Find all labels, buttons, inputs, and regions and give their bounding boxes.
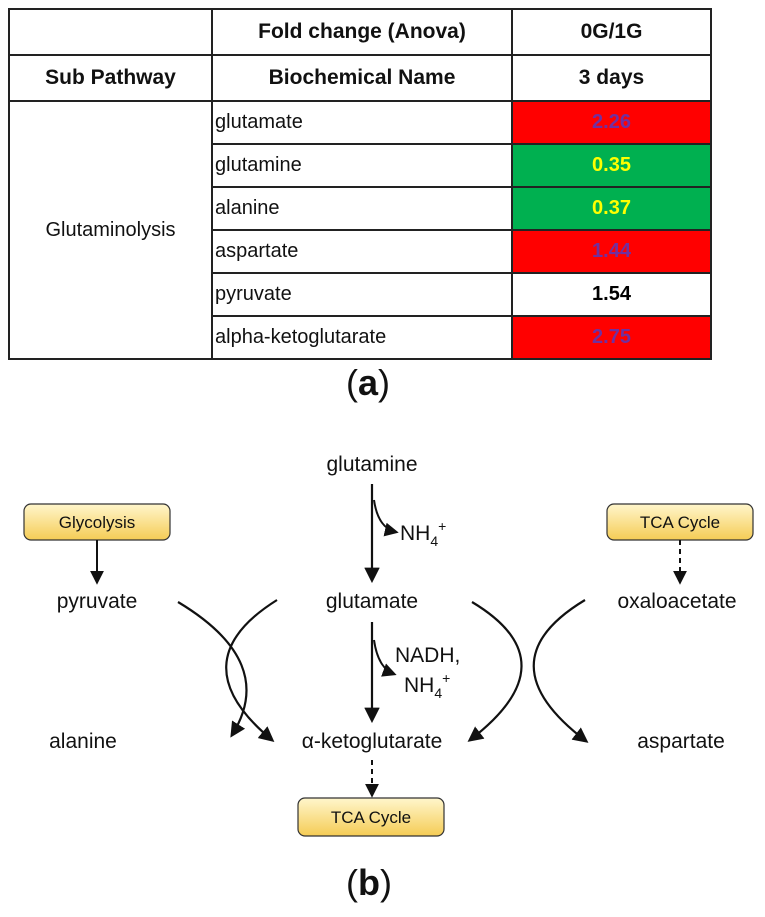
biochemical-name-cell: alanine — [211, 186, 513, 231]
node-pyruvate: pyruvate — [57, 590, 138, 613]
header-sub-pathway: Sub Pathway — [8, 54, 213, 102]
tca-cycle-label-bottom: TCA Cycle — [331, 808, 411, 827]
panel-b-label: (b) — [346, 862, 392, 903]
panel-b-letter: b — [358, 862, 380, 903]
table-row: pyruvate 1.54 — [9, 272, 712, 317]
fold-value-cell: 2.75 — [511, 315, 712, 360]
header-blank — [8, 8, 213, 56]
node-alpha-ketoglutarate: α-ketoglutarate — [302, 730, 443, 753]
table-row: aspartate 1.44 — [9, 229, 712, 274]
glycolysis-label: Glycolysis — [59, 513, 136, 532]
header-ratio: 0G/1G — [511, 8, 712, 56]
fold-value-cell: 0.37 — [511, 186, 712, 231]
header-duration: 3 days — [511, 54, 712, 102]
arrow-release-nh4-1 — [373, 499, 399, 537]
arrow-release-nadh-nh4 — [373, 639, 397, 677]
glutaminolysis-diagram: Glycolysis TCA Cycle TCA Cycle glutamine… — [23, 453, 754, 837]
arrow-glutamate-to-akg-right — [467, 601, 523, 742]
header-biochemical-name: Biochemical Name — [211, 54, 513, 102]
tca-cycle-box-top: TCA Cycle — [606, 503, 754, 541]
nh4-2-sup: + — [442, 670, 450, 686]
biochemical-name-cell: glutamine — [211, 143, 513, 188]
node-glutamine: glutamine — [326, 453, 417, 476]
table-row: alpha-ketoglutarate 2.75 — [9, 315, 712, 360]
arrow-glutamate-to-akg-left — [225, 599, 278, 742]
nh4-1-sub: 4 — [430, 533, 438, 549]
biochemical-name-cell: pyruvate — [211, 272, 513, 317]
fold-value-cell: 1.44 — [511, 229, 712, 274]
table-row: alanine 0.37 — [9, 186, 712, 231]
panel-a-letter: a — [358, 362, 379, 403]
table-row: glutamine 0.35 — [9, 143, 712, 188]
node-glutamate: glutamate — [326, 590, 418, 613]
table-row: Glutaminolysis glutamate 2.26 — [8, 100, 712, 360]
nh4-1-main: NH — [400, 522, 430, 545]
tca-cycle-box-bottom: TCA Cycle — [297, 797, 445, 837]
fold-change-table: Fold change (Anova) 0G/1G Sub Pathway Bi… — [8, 8, 712, 360]
pathway-cell: Glutaminolysis — [8, 100, 213, 360]
node-alanine: alanine — [49, 730, 117, 753]
header-row-1: Fold change (Anova) 0G/1G — [8, 8, 712, 56]
panel-a-label: (a) — [346, 362, 391, 403]
byproduct-nh4-1: NH4+ — [400, 518, 446, 549]
nh4-2-main: NH — [404, 674, 434, 697]
arrow-oxaloacetate-to-aspartate — [532, 599, 589, 743]
nh4-1-sup: + — [438, 518, 446, 534]
node-oxaloacetate: oxaloacetate — [617, 590, 736, 613]
byproduct-nadh: NADH, — [395, 644, 460, 667]
nh4-2-sub: 4 — [434, 685, 442, 701]
node-aspartate: aspartate — [637, 730, 725, 753]
biochemical-name-cell: aspartate — [211, 229, 513, 274]
biochemical-name-cell: alpha-ketoglutarate — [211, 315, 513, 360]
tca-cycle-label-top: TCA Cycle — [640, 513, 720, 532]
fold-value-cell: 2.26 — [511, 100, 712, 145]
fold-value-cell: 0.35 — [511, 143, 712, 188]
biochemical-name-cell: glutamate — [211, 100, 513, 145]
header-row-2: Sub Pathway Biochemical Name 3 days — [8, 54, 712, 102]
fold-value-cell: 1.54 — [511, 272, 712, 317]
glycolysis-box: Glycolysis — [23, 503, 171, 541]
header-fold-change: Fold change (Anova) — [211, 8, 513, 56]
byproduct-nh4-2: NH4+ — [404, 670, 450, 701]
arrow-pyruvate-to-alanine — [177, 601, 248, 738]
